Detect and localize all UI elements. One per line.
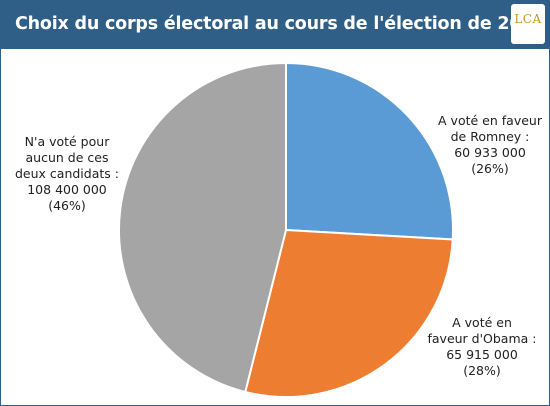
title-bar: Choix du corps électoral au cours de l'é…: [1, 1, 549, 49]
lca-logo: LCA: [511, 4, 545, 44]
data-label-line: N'a voté pour: [25, 134, 111, 149]
pie-slices: [118, 61, 454, 398]
data-label-line: (46%): [48, 198, 86, 213]
data-label-line: (28%): [463, 363, 501, 378]
data-label-line: de Romney :: [451, 129, 530, 144]
data-label-line: faveur d'Obama :: [427, 331, 536, 346]
data-label-none: N'a voté pour aucun de ces deux candidats …: [15, 134, 119, 213]
data-label-line: aucun de ces: [26, 150, 109, 165]
data-label-line: (26%): [471, 161, 509, 176]
data-label-line: 65 915 000: [446, 347, 518, 362]
data-label-line: A voté en faveur: [438, 113, 543, 128]
chart-title: Choix du corps électoral au cours de l'é…: [15, 14, 546, 34]
pie-slice-obama: [244, 228, 454, 398]
pie-labels: A voté en faveur de Romney :60 933 000 (26…: [15, 113, 543, 378]
data-label-line: deux candidats :: [15, 166, 119, 181]
data-label-line: 108 400 000: [27, 182, 107, 197]
data-label-romney: A voté en faveur de Romney :60 933 000 (26…: [438, 113, 543, 176]
data-label-obama: A voté en faveur d'Obama :65 915 000 (28%): [427, 315, 536, 378]
pie-slice-none: [118, 61, 287, 394]
data-label-line: 60 933 000: [454, 145, 526, 160]
logo-text: LCA: [514, 12, 542, 26]
pie-slice-romney: [285, 61, 454, 241]
data-label-line: A voté en: [452, 315, 512, 330]
